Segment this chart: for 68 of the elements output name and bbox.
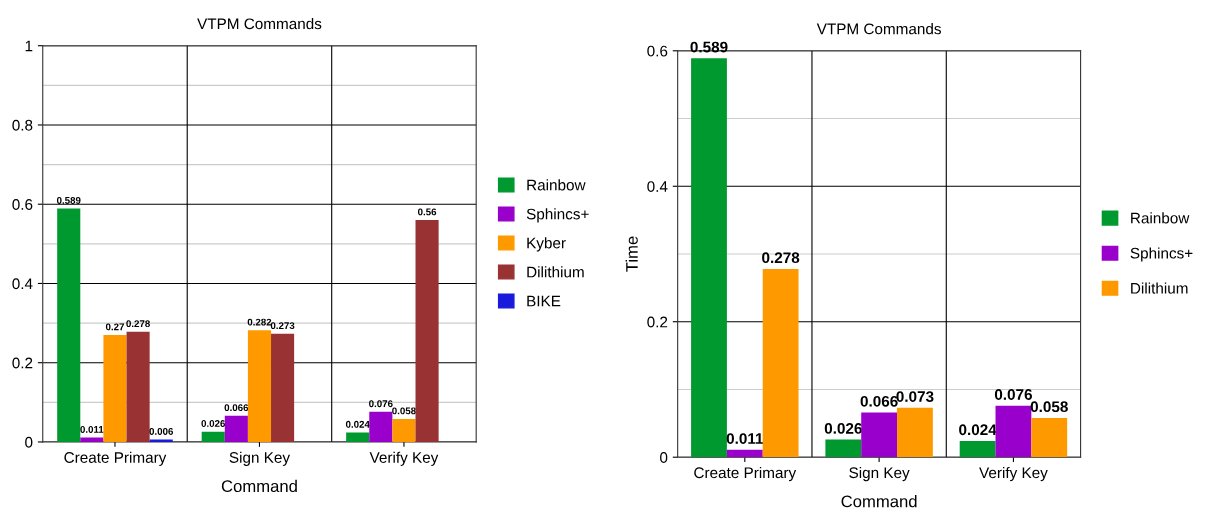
data-label: 0.56 <box>417 208 437 216</box>
data-label: 0.026 <box>201 420 226 427</box>
data-label: 0.273 <box>270 322 295 330</box>
y-tick-label: 0.6 <box>12 199 33 210</box>
data-label: 0.066 <box>224 404 249 412</box>
data-label: 0.282 <box>247 318 272 326</box>
legend-label: Dilithium <box>527 266 584 278</box>
x-axis-title: Command <box>841 495 917 508</box>
x-tick-label: Create Primary <box>694 466 797 482</box>
data-label: 0.589 <box>56 196 81 204</box>
bar <box>224 415 248 442</box>
data-label: 0.006 <box>149 428 174 435</box>
bar <box>1031 417 1068 458</box>
bar <box>247 330 272 442</box>
legend-label: Dilithium <box>1131 282 1188 294</box>
bar <box>57 208 81 442</box>
bar <box>762 268 799 458</box>
x-tick-label: Sign Key <box>849 466 910 482</box>
bar <box>103 334 127 442</box>
bar <box>861 412 898 458</box>
x-tick-label: Sign Key <box>229 451 291 466</box>
legend-label: Sphincs+ <box>1130 247 1193 262</box>
x-tick-label: Create Primary <box>64 451 167 466</box>
data-label: 0.27 <box>105 323 125 331</box>
bar <box>691 58 727 458</box>
bar <box>995 405 1032 458</box>
legend-label: Kyber <box>527 237 566 252</box>
data-label: 0.076 <box>369 400 393 408</box>
x-tick-label: Verify Key <box>369 451 439 466</box>
x-axis-title: Command <box>221 479 297 493</box>
data-label: 0.066 <box>860 395 898 407</box>
data-label: 0.024 <box>959 424 997 436</box>
data-label: 0.076 <box>994 389 1032 400</box>
y-tick-label: 0.4 <box>12 278 33 290</box>
bar <box>415 220 439 442</box>
bar <box>271 333 295 442</box>
y-tick-label: 0.2 <box>12 357 33 369</box>
chart-title: VTPM Commands <box>197 17 322 30</box>
bar <box>897 407 933 458</box>
legend-label: BIKE <box>527 295 561 307</box>
x-tick-label: Verify Key <box>979 466 1048 482</box>
data-label: 0.589 <box>690 41 728 53</box>
bar <box>392 418 416 442</box>
chart-title: VTPM Commands <box>816 23 941 35</box>
bar <box>201 431 225 442</box>
legend-label: Sphincs+ <box>526 208 589 223</box>
y-tick-label: 0.8 <box>12 119 33 131</box>
bar <box>959 440 996 458</box>
y-tick-label: 0.6 <box>647 45 668 57</box>
bar <box>346 432 370 442</box>
bar <box>726 449 763 458</box>
y-tick-label: 1 <box>25 40 33 52</box>
y-tick-label: 0.4 <box>647 181 668 192</box>
data-label: 0.058 <box>1030 401 1068 413</box>
legend-label: Rainbow <box>1131 212 1190 224</box>
y-tick-label: 0.2 <box>647 316 668 328</box>
data-label: 0.278 <box>126 320 150 328</box>
y-tick-label: 0 <box>25 436 33 448</box>
data-label: 0.278 <box>762 252 800 264</box>
data-label: 0.058 <box>392 407 416 415</box>
data-label: 0.073 <box>896 391 934 402</box>
bar <box>80 437 104 442</box>
legend-label: Rainbow <box>527 179 586 191</box>
bar <box>369 411 393 442</box>
y-axis-title: Time <box>625 236 638 272</box>
bar <box>126 331 150 442</box>
y-tick-label: 0 <box>660 452 668 463</box>
bar <box>825 439 862 458</box>
